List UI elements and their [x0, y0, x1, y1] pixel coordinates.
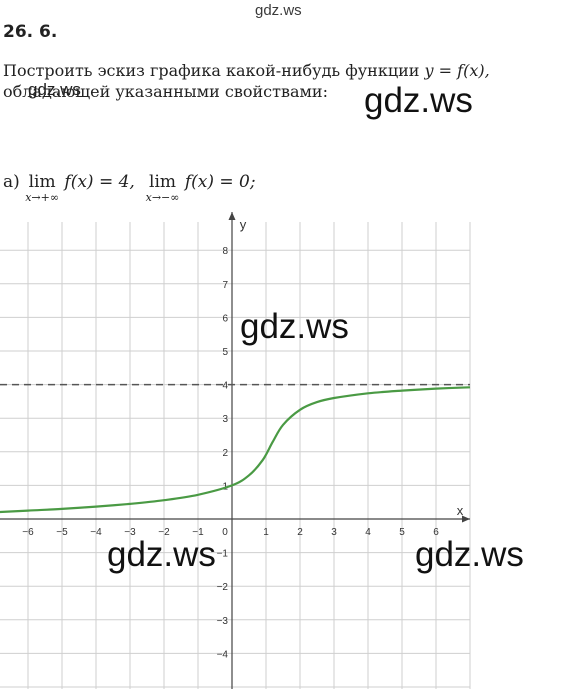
problem-statement: Построить эскиз графика какой-нибудь фун… — [3, 60, 565, 102]
watermark-large: gdz.ws — [240, 307, 349, 346]
y-tick-label: −3 — [217, 616, 229, 627]
y-tick-label: 7 — [222, 280, 228, 291]
watermark-large: gdz.ws — [107, 535, 216, 574]
y-tick-label: 3 — [222, 414, 228, 425]
y-tick-label: −2 — [217, 582, 229, 593]
x-tick-label: 1 — [263, 527, 269, 538]
problem-number: 26. 6. — [3, 22, 58, 42]
x-tick-label: 3 — [331, 527, 337, 538]
y-axis-arrow — [228, 212, 236, 220]
y-tick-label: 6 — [222, 313, 228, 324]
origin-label: 0 — [222, 527, 228, 538]
grid — [0, 222, 471, 689]
x-tick-label: 5 — [399, 527, 405, 538]
x-tick-label: −6 — [22, 527, 34, 538]
statement-line1: Построить эскиз графика какой-нибудь фун… — [3, 61, 425, 80]
y-tick-label: 2 — [222, 448, 228, 459]
watermark-small: gdz.ws — [28, 80, 81, 99]
function-curve — [0, 386, 471, 514]
y-tick-label: 8 — [222, 246, 228, 257]
x-axis-label: x — [457, 503, 464, 518]
series-line — [0, 386, 471, 514]
y-tick-label: 4 — [222, 381, 228, 392]
x-tick-label: 4 — [365, 527, 371, 538]
statement-formula: y = f(x), — [424, 61, 490, 80]
x-tick-label: −4 — [90, 527, 102, 538]
x-axis-arrow — [462, 515, 470, 523]
x-tick-label: −5 — [56, 527, 68, 538]
limit-plus-expression: f(x) = 4, — [59, 172, 135, 192]
x-tick-label: −2 — [158, 527, 170, 538]
y-tick-label: 5 — [222, 347, 228, 358]
x-tick-label: 6 — [433, 527, 439, 538]
limit-plus-infinity: lim x→+∞ — [25, 172, 59, 204]
watermark-large: gdz.ws — [415, 535, 524, 574]
condition-a: а) lim x→+∞ f(x) = 4, lim x→−∞ f(x) = 0; — [3, 172, 256, 204]
axes — [0, 212, 470, 689]
y-tick-label: −1 — [217, 549, 229, 560]
watermark-top: gdz.ws — [255, 2, 302, 19]
limit-minus-infinity: lim x→−∞ — [145, 172, 180, 204]
limit-minus-expression: f(x) = 0; — [179, 172, 256, 192]
y-tick-label: −4 — [217, 649, 229, 660]
watermark-large: gdz.ws — [364, 81, 473, 120]
x-tick-label: 2 — [297, 527, 303, 538]
y-axis-label: y — [240, 217, 247, 232]
x-tick-label: −1 — [192, 527, 204, 538]
statement-line2: обладающей указанными свойствами: — [3, 82, 328, 101]
x-tick-label: −3 — [124, 527, 136, 538]
condition-label: а) — [3, 172, 20, 192]
